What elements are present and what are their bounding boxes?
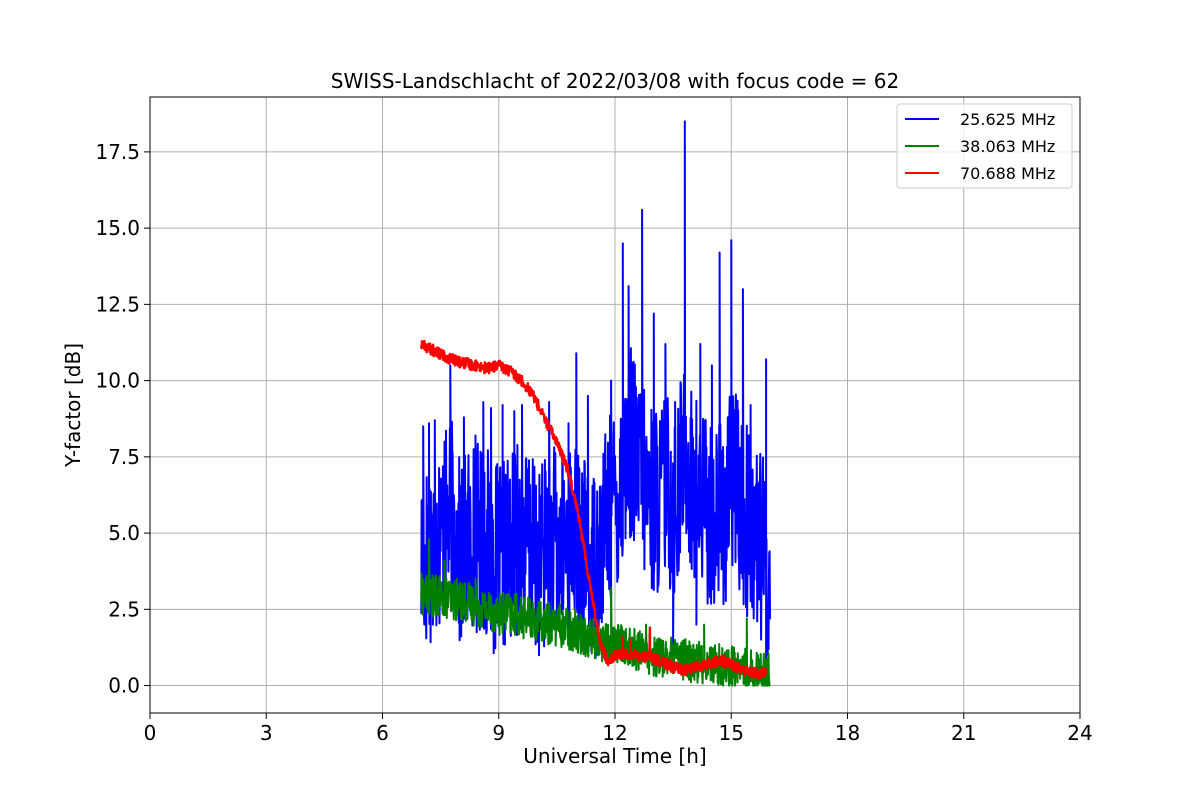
x-tick-label: 3 — [260, 721, 273, 745]
y-tick-label: 15.0 — [95, 216, 140, 240]
chart-title: SWISS-Landschlacht of 2022/03/08 with fo… — [331, 69, 899, 93]
series-line — [420, 339, 768, 680]
x-tick-label: 18 — [835, 721, 860, 745]
y-axis-ticks: 0.0 2.5 5.0 7.5 10.0 12.5 15.0 17.5 — [95, 140, 150, 698]
y-tick-label: 12.5 — [95, 292, 140, 316]
legend-label: 70.688 MHz — [960, 164, 1055, 183]
legend-box — [896, 103, 1073, 189]
legend-label: 38.063 MHz — [960, 137, 1055, 156]
x-axis-ticks: 0 3 6 9 12 15 18 21 24 — [144, 713, 1093, 745]
series-line — [420, 538, 771, 687]
legend-label: 25.625 MHz — [960, 110, 1055, 129]
x-tick-label: 15 — [719, 721, 744, 745]
x-tick-label: 24 — [1067, 721, 1092, 745]
x-tick-label: 9 — [492, 721, 505, 745]
y-tick-label: 0.0 — [108, 674, 140, 698]
y-tick-label: 10.0 — [95, 369, 140, 393]
y-tick-label: 7.5 — [108, 445, 140, 469]
legend: 25.625 MHz 38.063 MHz 70.688 MHz — [896, 103, 1073, 189]
y-axis-label: Y-factor [dB] — [61, 343, 85, 468]
plot-area — [420, 120, 771, 687]
series-layer — [420, 120, 771, 687]
y-tick-label: 17.5 — [95, 140, 140, 164]
y-tick-label: 5.0 — [108, 521, 140, 545]
x-tick-label: 12 — [602, 721, 627, 745]
x-tick-label: 21 — [951, 721, 976, 745]
y-tick-label: 2.5 — [108, 597, 140, 621]
x-axis-label: Universal Time [h] — [523, 744, 706, 768]
series-line — [420, 120, 771, 687]
x-tick-label: 0 — [144, 721, 157, 745]
x-tick-label: 6 — [376, 721, 389, 745]
